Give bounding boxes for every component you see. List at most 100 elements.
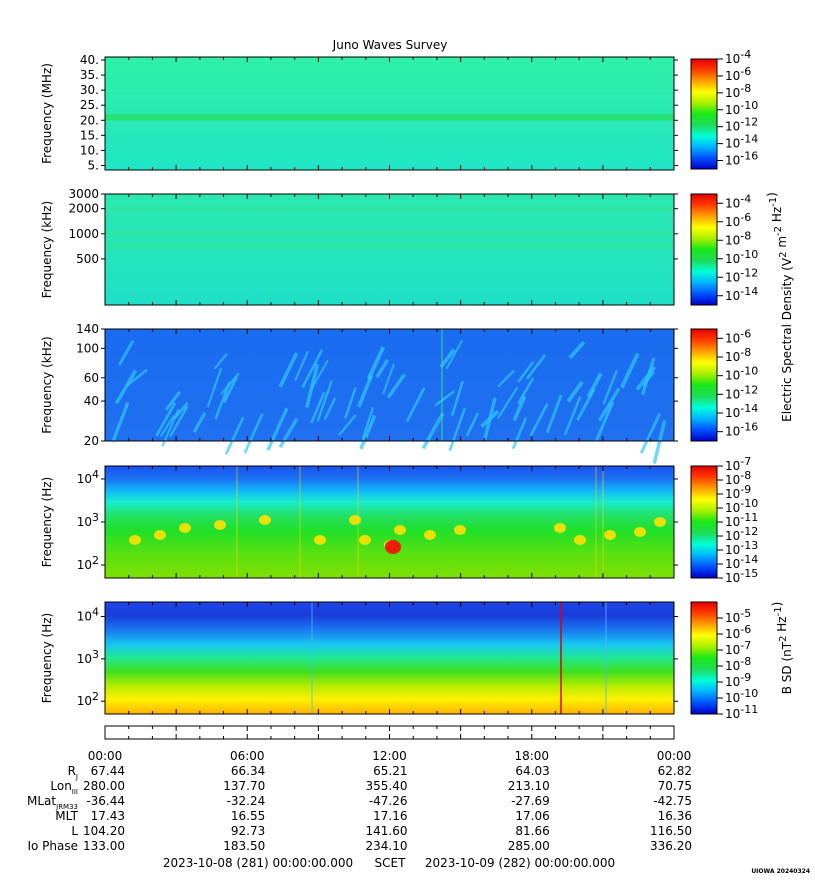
y-tick-label: 2000 <box>68 202 99 216</box>
emission-streak <box>213 352 228 370</box>
y-tick-label: 102 <box>77 554 99 572</box>
y-tick-label: 20. <box>80 113 99 127</box>
emission-streak <box>563 396 582 436</box>
spectrogram-panel-4: 102 103 104 Frequency (Hz) <box>40 465 678 579</box>
colorbar-tick-label: 10-14 <box>725 402 758 420</box>
ephemeris-value: -27.69 <box>511 794 550 808</box>
colorbar-tick-label: 10-16 <box>725 150 758 168</box>
intense-blob <box>385 540 401 554</box>
faint-band <box>105 231 674 236</box>
emission-blob <box>314 535 326 545</box>
spectrogram-fill <box>105 466 674 578</box>
time-tick-label: 18:00 <box>514 749 549 763</box>
emission-streak <box>445 339 463 370</box>
emission-streak <box>517 361 535 383</box>
emission-streak <box>639 413 661 454</box>
y-tick-label: 40 <box>84 394 99 408</box>
scet-end: 2023-10-09 (282) 00:00:00.000 <box>425 856 615 870</box>
emission-blob <box>179 523 191 533</box>
ephemeris-value: 65.21 <box>373 764 407 778</box>
emission-blob <box>394 525 406 535</box>
ephemeris-value: 104.20 <box>83 824 125 838</box>
colorbar-scale <box>690 465 718 579</box>
colorbar-tick-label: 10-8 <box>725 229 751 247</box>
emission-streak <box>224 416 245 455</box>
y-axis-label: Frequency (MHz) <box>40 63 54 164</box>
emission-streak <box>114 369 138 405</box>
emission-blob <box>259 515 271 525</box>
spectrogram-panel-5: 102 103 104 Frequency (Hz) <box>40 601 678 715</box>
emission-streak <box>434 390 456 407</box>
emission-streak <box>111 401 130 443</box>
emission-streak <box>126 368 148 387</box>
emission-streak <box>480 409 500 428</box>
emission-streak <box>386 373 406 399</box>
colorbar-tick-label: 10-9 <box>725 671 751 689</box>
ephemeris-value: 183.50 <box>223 839 265 853</box>
emission-streak <box>448 407 467 452</box>
emission-streak <box>568 340 586 360</box>
magnetic-colorbar-title: B SD (nT2 Hz-1) <box>770 602 794 695</box>
credit-label: UIOWA 20240324 <box>751 868 810 875</box>
emission-streak <box>545 394 563 434</box>
y-tick-label: 35. <box>80 68 99 82</box>
time-tick-label: 06:00 <box>230 749 265 763</box>
ephemeris-value: 16.36 <box>658 809 692 823</box>
emission-streak <box>586 372 603 398</box>
colorbar-tick-label: 10-15 <box>725 567 758 585</box>
colorbar-tick-label: 10-12 <box>725 266 758 284</box>
colorbar-tick-label: 10-10 <box>725 365 758 383</box>
ephemeris-value: -36.44 <box>86 794 125 808</box>
emission-blob <box>554 523 566 533</box>
emission-streak <box>566 380 584 403</box>
emission-streak <box>361 407 374 440</box>
colorbar-tick-label: 10-8 <box>725 82 751 100</box>
time-tick-label: 12:00 <box>372 749 407 763</box>
y-tick-label: 100 <box>76 341 99 355</box>
y-tick-label: 1000 <box>68 227 99 241</box>
ephemeris-value: 280.00 <box>83 779 125 793</box>
ephemeris-row-label: MLatJRM33 <box>27 794 78 811</box>
emission-streak <box>620 352 640 389</box>
emission-streak <box>517 377 535 405</box>
spectrogram-fill <box>105 57 674 170</box>
colorbar-tick-label: 10-11 <box>725 703 758 721</box>
emission-streak <box>169 405 189 438</box>
y-tick-label: 140 <box>76 322 99 336</box>
colorbar-scale <box>690 193 718 306</box>
emission-blob <box>154 530 166 540</box>
colorbar-4: 10-710-810-910-1010-1110-1210-1310-1410-… <box>690 455 758 585</box>
colorbar-tick-label: 10-14 <box>725 553 758 571</box>
emission-streak <box>301 349 324 388</box>
emission-streak <box>323 397 337 421</box>
emission-blob <box>654 517 666 527</box>
colorbar-tick-label: 10-6 <box>725 65 751 83</box>
emission-streak <box>192 412 207 433</box>
emission-streak <box>344 387 357 419</box>
colorbar-tick-label: 10-9 <box>725 483 751 501</box>
time-tick-label: 00:00 <box>657 749 692 763</box>
ephemeris-value: -32.24 <box>227 794 266 808</box>
emission-streak <box>118 340 135 366</box>
emission-streak <box>652 420 667 464</box>
emission-streak <box>310 391 326 424</box>
colorbar-tick-label: 10-6 <box>725 327 751 345</box>
ephemeris-value: 141.60 <box>366 824 408 838</box>
emission-streak <box>602 369 618 405</box>
colorbar-tick-label: 10-5 <box>725 607 751 625</box>
colorbar-tick-label: 10-6 <box>725 211 751 229</box>
ephemeris-value: 234.10 <box>366 839 408 853</box>
y-tick-label: 103 <box>77 648 99 666</box>
emission-blob <box>634 527 646 537</box>
chart-title: Juno Waves Survey <box>332 38 448 52</box>
y-axis-label: Frequency (kHz) <box>40 336 54 433</box>
ephemeris-row-label: Io Phase <box>27 839 78 853</box>
emission-blob <box>604 530 616 540</box>
spectrogram-panel-3: 20 40 60 100 140 Frequency (kHz) <box>40 322 678 464</box>
emission-blob <box>454 525 466 535</box>
colorbar-tick-label: 10-14 <box>725 133 758 151</box>
